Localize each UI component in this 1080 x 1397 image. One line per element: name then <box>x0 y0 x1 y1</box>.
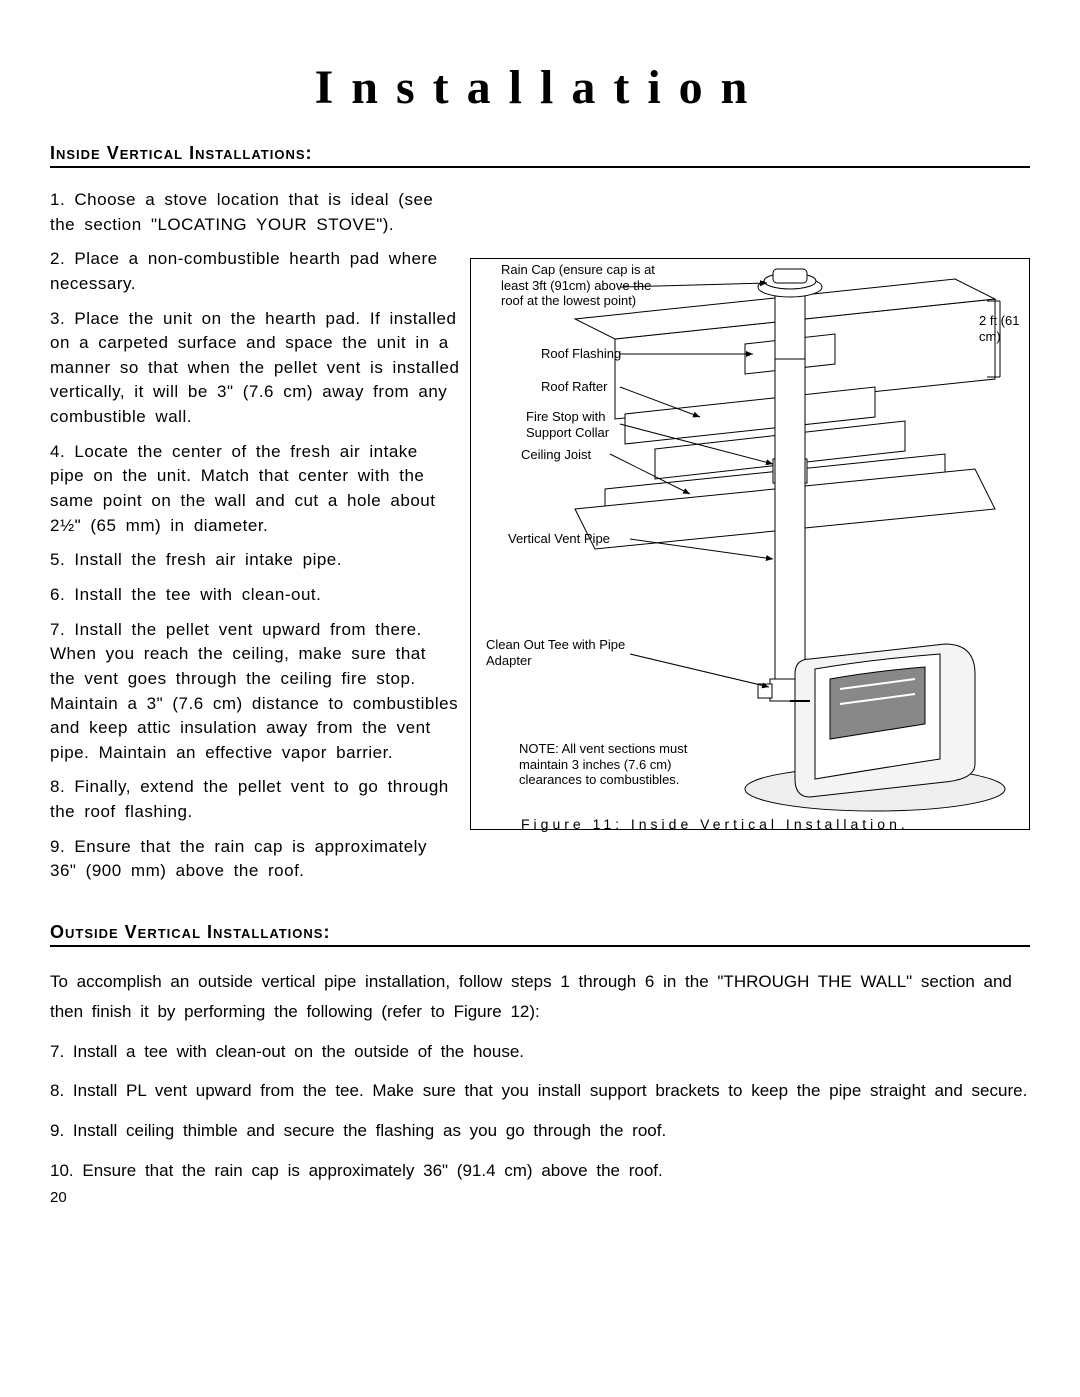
installation-figure: Rain Cap (ensure cap is at least 3ft (91… <box>470 258 1030 830</box>
outside-step-8: 8. Install PL vent upward from the tee. … <box>50 1076 1030 1106</box>
label-2ft: 2 ft (61 cm) <box>979 313 1029 344</box>
step-1: 1. Choose a stove location that is ideal… <box>50 188 460 237</box>
step-5: 5. Install the fresh air intake pipe. <box>50 548 460 573</box>
label-rain-cap: Rain Cap (ensure cap is at least 3ft (91… <box>501 262 661 309</box>
label-roof-flashing: Roof Flashing <box>541 346 621 362</box>
outside-intro: To accomplish an outside vertical pipe i… <box>50 967 1030 1027</box>
page-title: Installation <box>50 60 1030 115</box>
label-vent-pipe: Vertical Vent Pipe <box>508 531 610 547</box>
label-roof-rafter: Roof Rafter <box>541 379 607 395</box>
step-6: 6. Install the tee with clean-out. <box>50 583 460 608</box>
step-3: 3. Place the unit on the hearth pad. If … <box>50 307 460 430</box>
outside-section: To accomplish an outside vertical pipe i… <box>50 967 1030 1186</box>
step-4: 4. Locate the center of the fresh air in… <box>50 440 460 539</box>
step-9: 9. Ensure that the rain cap is approxima… <box>50 835 460 884</box>
inside-steps-column: 1. Choose a stove location that is ideal… <box>50 188 460 894</box>
outside-step-7: 7. Install a tee with clean-out on the o… <box>50 1037 1030 1067</box>
step-7: 7. Install the pellet vent upward from t… <box>50 618 460 766</box>
figure-caption: Figure 11: Inside Vertical Installation. <box>521 816 909 832</box>
outside-header: Outside Vertical Installations: <box>50 922 1030 947</box>
inside-header: Inside Vertical Installations: <box>50 143 1030 168</box>
step-8: 8. Finally, extend the pellet vent to go… <box>50 775 460 824</box>
label-note: NOTE: All vent sections must maintain 3 … <box>519 741 729 788</box>
outside-step-9: 9. Install ceiling thimble and secure th… <box>50 1116 1030 1146</box>
label-ceiling-joist: Ceiling Joist <box>521 447 591 463</box>
label-clean-out: Clean Out Tee with Pipe Adapter <box>486 637 626 668</box>
outside-step-10: 10. Ensure that the rain cap is approxim… <box>50 1156 1030 1186</box>
label-fire-stop: Fire Stop with Support Collar <box>526 409 616 440</box>
step-2: 2. Place a non-combustible hearth pad wh… <box>50 247 460 296</box>
page-number: 20 <box>50 1189 67 1206</box>
inside-section: 1. Choose a stove location that is ideal… <box>50 188 1030 894</box>
installation-page: Installation Inside Vertical Installatio… <box>0 0 1080 1236</box>
